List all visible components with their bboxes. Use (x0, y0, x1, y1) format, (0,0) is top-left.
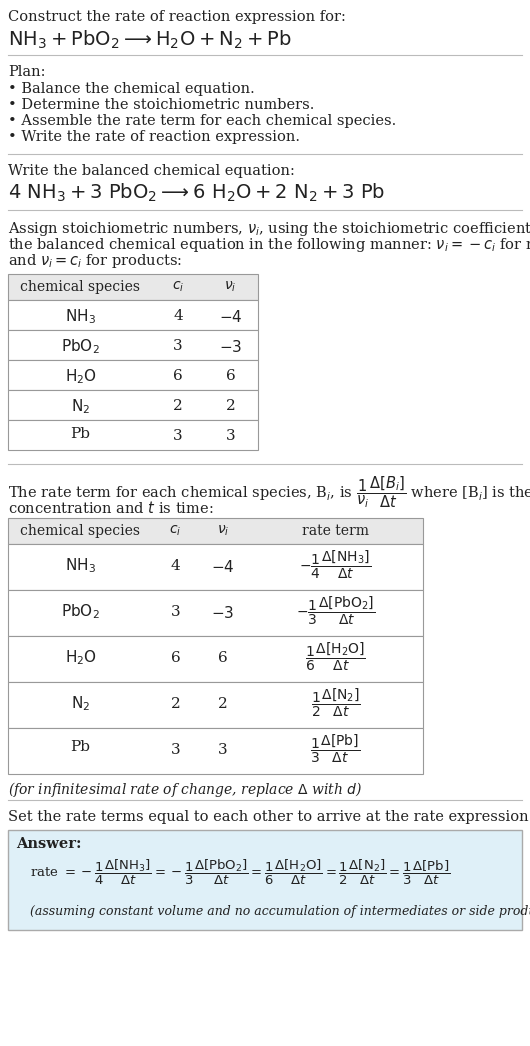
Bar (8, 682, 423, 728)
Text: $\mathrm{NH_3}$: $\mathrm{NH_3}$ (65, 306, 96, 325)
Text: concentration and $t$ is time:: concentration and $t$ is time: (8, 500, 214, 516)
Text: 2: 2 (218, 697, 228, 711)
Text: • Determine the stoichiometric numbers.: • Determine the stoichiometric numbers. (8, 98, 314, 112)
Text: 3: 3 (171, 743, 180, 757)
Text: Construct the rate of reaction expression for:: Construct the rate of reaction expressio… (8, 10, 346, 24)
Text: 6: 6 (226, 369, 235, 383)
Text: $\dfrac{1}{6}\dfrac{\Delta[\mathrm{H_2O}]}{\Delta t}$: $\dfrac{1}{6}\dfrac{\Delta[\mathrm{H_2O}… (305, 641, 366, 674)
Bar (8, 390, 258, 420)
Bar (8, 360, 258, 390)
Text: $-4$: $-4$ (211, 559, 235, 575)
Text: $-3$: $-3$ (219, 339, 242, 355)
Text: 4: 4 (173, 309, 183, 323)
Text: and $\nu_i = c_i$ for products:: and $\nu_i = c_i$ for products: (8, 252, 182, 270)
Bar (8, 728, 423, 774)
Text: $-\dfrac{1}{4}\dfrac{\Delta[\mathrm{NH_3}]}{\Delta t}$: $-\dfrac{1}{4}\dfrac{\Delta[\mathrm{NH_3… (299, 549, 372, 582)
Text: $-\dfrac{1}{3}\dfrac{\Delta[\mathrm{PbO_2}]}{\Delta t}$: $-\dfrac{1}{3}\dfrac{\Delta[\mathrm{PbO_… (296, 595, 375, 628)
Text: chemical species: chemical species (21, 280, 140, 294)
Text: $\dfrac{1}{3}\dfrac{\Delta[\mathrm{Pb}]}{\Delta t}$: $\dfrac{1}{3}\dfrac{\Delta[\mathrm{Pb}]}… (311, 733, 360, 766)
Text: 6: 6 (173, 369, 183, 383)
Text: 2: 2 (171, 697, 180, 711)
Text: The rate term for each chemical species, B$_i$, is $\dfrac{1}{\nu_i}\dfrac{\Delt: The rate term for each chemical species,… (8, 474, 530, 509)
Text: (for infinitesimal rate of change, replace $\Delta$ with $d$): (for infinitesimal rate of change, repla… (8, 780, 363, 799)
Bar (8, 636, 423, 682)
Bar (8, 590, 423, 636)
Bar (8, 300, 258, 329)
Text: chemical species: chemical species (21, 524, 140, 538)
Text: 3: 3 (226, 429, 235, 444)
Bar (8, 829, 522, 930)
Text: rate term: rate term (302, 524, 369, 538)
Text: 2: 2 (173, 399, 183, 413)
Text: Assign stoichiometric numbers, $\nu_i$, using the stoichiometric coefficients, $: Assign stoichiometric numbers, $\nu_i$, … (8, 220, 530, 238)
Text: Write the balanced chemical equation:: Write the balanced chemical equation: (8, 164, 295, 178)
Text: 4: 4 (171, 559, 180, 573)
Text: 6: 6 (171, 651, 180, 665)
Text: the balanced chemical equation in the following manner: $\nu_i = -c_i$ for react: the balanced chemical equation in the fo… (8, 236, 530, 254)
Text: $-3$: $-3$ (211, 605, 235, 621)
Text: • Write the rate of reaction expression.: • Write the rate of reaction expression. (8, 130, 300, 144)
Text: $-4$: $-4$ (219, 309, 242, 325)
Text: 3: 3 (171, 605, 180, 619)
Text: Set the rate terms equal to each other to arrive at the rate expression:: Set the rate terms equal to each other t… (8, 810, 530, 824)
Bar (8, 274, 258, 300)
Text: $c_i$: $c_i$ (172, 280, 184, 294)
Text: Answer:: Answer: (16, 837, 82, 851)
Text: $\mathrm{NH_3}$: $\mathrm{NH_3}$ (65, 556, 96, 574)
Text: • Assemble the rate term for each chemical species.: • Assemble the rate term for each chemic… (8, 114, 396, 128)
Text: $\dfrac{1}{2}\dfrac{\Delta[\mathrm{N_2}]}{\Delta t}$: $\dfrac{1}{2}\dfrac{\Delta[\mathrm{N_2}]… (311, 687, 360, 720)
Text: Pb: Pb (70, 427, 91, 441)
Text: $\mathrm{N_2}$: $\mathrm{N_2}$ (71, 693, 90, 712)
Text: $\mathrm{PbO_2}$: $\mathrm{PbO_2}$ (61, 602, 100, 620)
Text: Pb: Pb (70, 740, 91, 754)
Text: $c_i$: $c_i$ (170, 524, 182, 539)
Text: 3: 3 (218, 743, 228, 757)
Text: $\mathrm{NH_3 + PbO_2 \longrightarrow H_2O + N_2 + Pb}$: $\mathrm{NH_3 + PbO_2 \longrightarrow H_… (8, 29, 292, 51)
Text: rate $= -\dfrac{1}{4}\dfrac{\Delta[\mathrm{NH_3}]}{\Delta t} = -\dfrac{1}{3}\dfr: rate $= -\dfrac{1}{4}\dfrac{\Delta[\math… (30, 858, 450, 887)
Text: • Balance the chemical equation.: • Balance the chemical equation. (8, 82, 255, 96)
Text: 3: 3 (173, 339, 183, 353)
Text: $\mathrm{H_2O}$: $\mathrm{H_2O}$ (65, 649, 96, 666)
Text: $\mathrm{H_2O}$: $\mathrm{H_2O}$ (65, 367, 96, 386)
Text: $\nu_i$: $\nu_i$ (224, 280, 237, 294)
Text: 3: 3 (173, 429, 183, 444)
Text: $\mathrm{N_2}$: $\mathrm{N_2}$ (71, 397, 90, 415)
Text: Plan:: Plan: (8, 65, 46, 79)
Text: (assuming constant volume and no accumulation of intermediates or side products): (assuming constant volume and no accumul… (30, 905, 530, 918)
Bar (8, 329, 258, 360)
Bar (8, 420, 258, 450)
Text: 6: 6 (218, 651, 228, 665)
Text: $\nu_i$: $\nu_i$ (217, 524, 229, 539)
Bar (8, 518, 423, 544)
Text: $\mathrm{4\ NH_3 + 3\ PbO_2 \longrightarrow 6\ H_2O + 2\ N_2 + 3\ Pb}$: $\mathrm{4\ NH_3 + 3\ PbO_2 \longrightar… (8, 182, 385, 204)
Text: 2: 2 (226, 399, 235, 413)
Bar (8, 544, 423, 590)
Text: $\mathrm{PbO_2}$: $\mathrm{PbO_2}$ (61, 337, 100, 356)
